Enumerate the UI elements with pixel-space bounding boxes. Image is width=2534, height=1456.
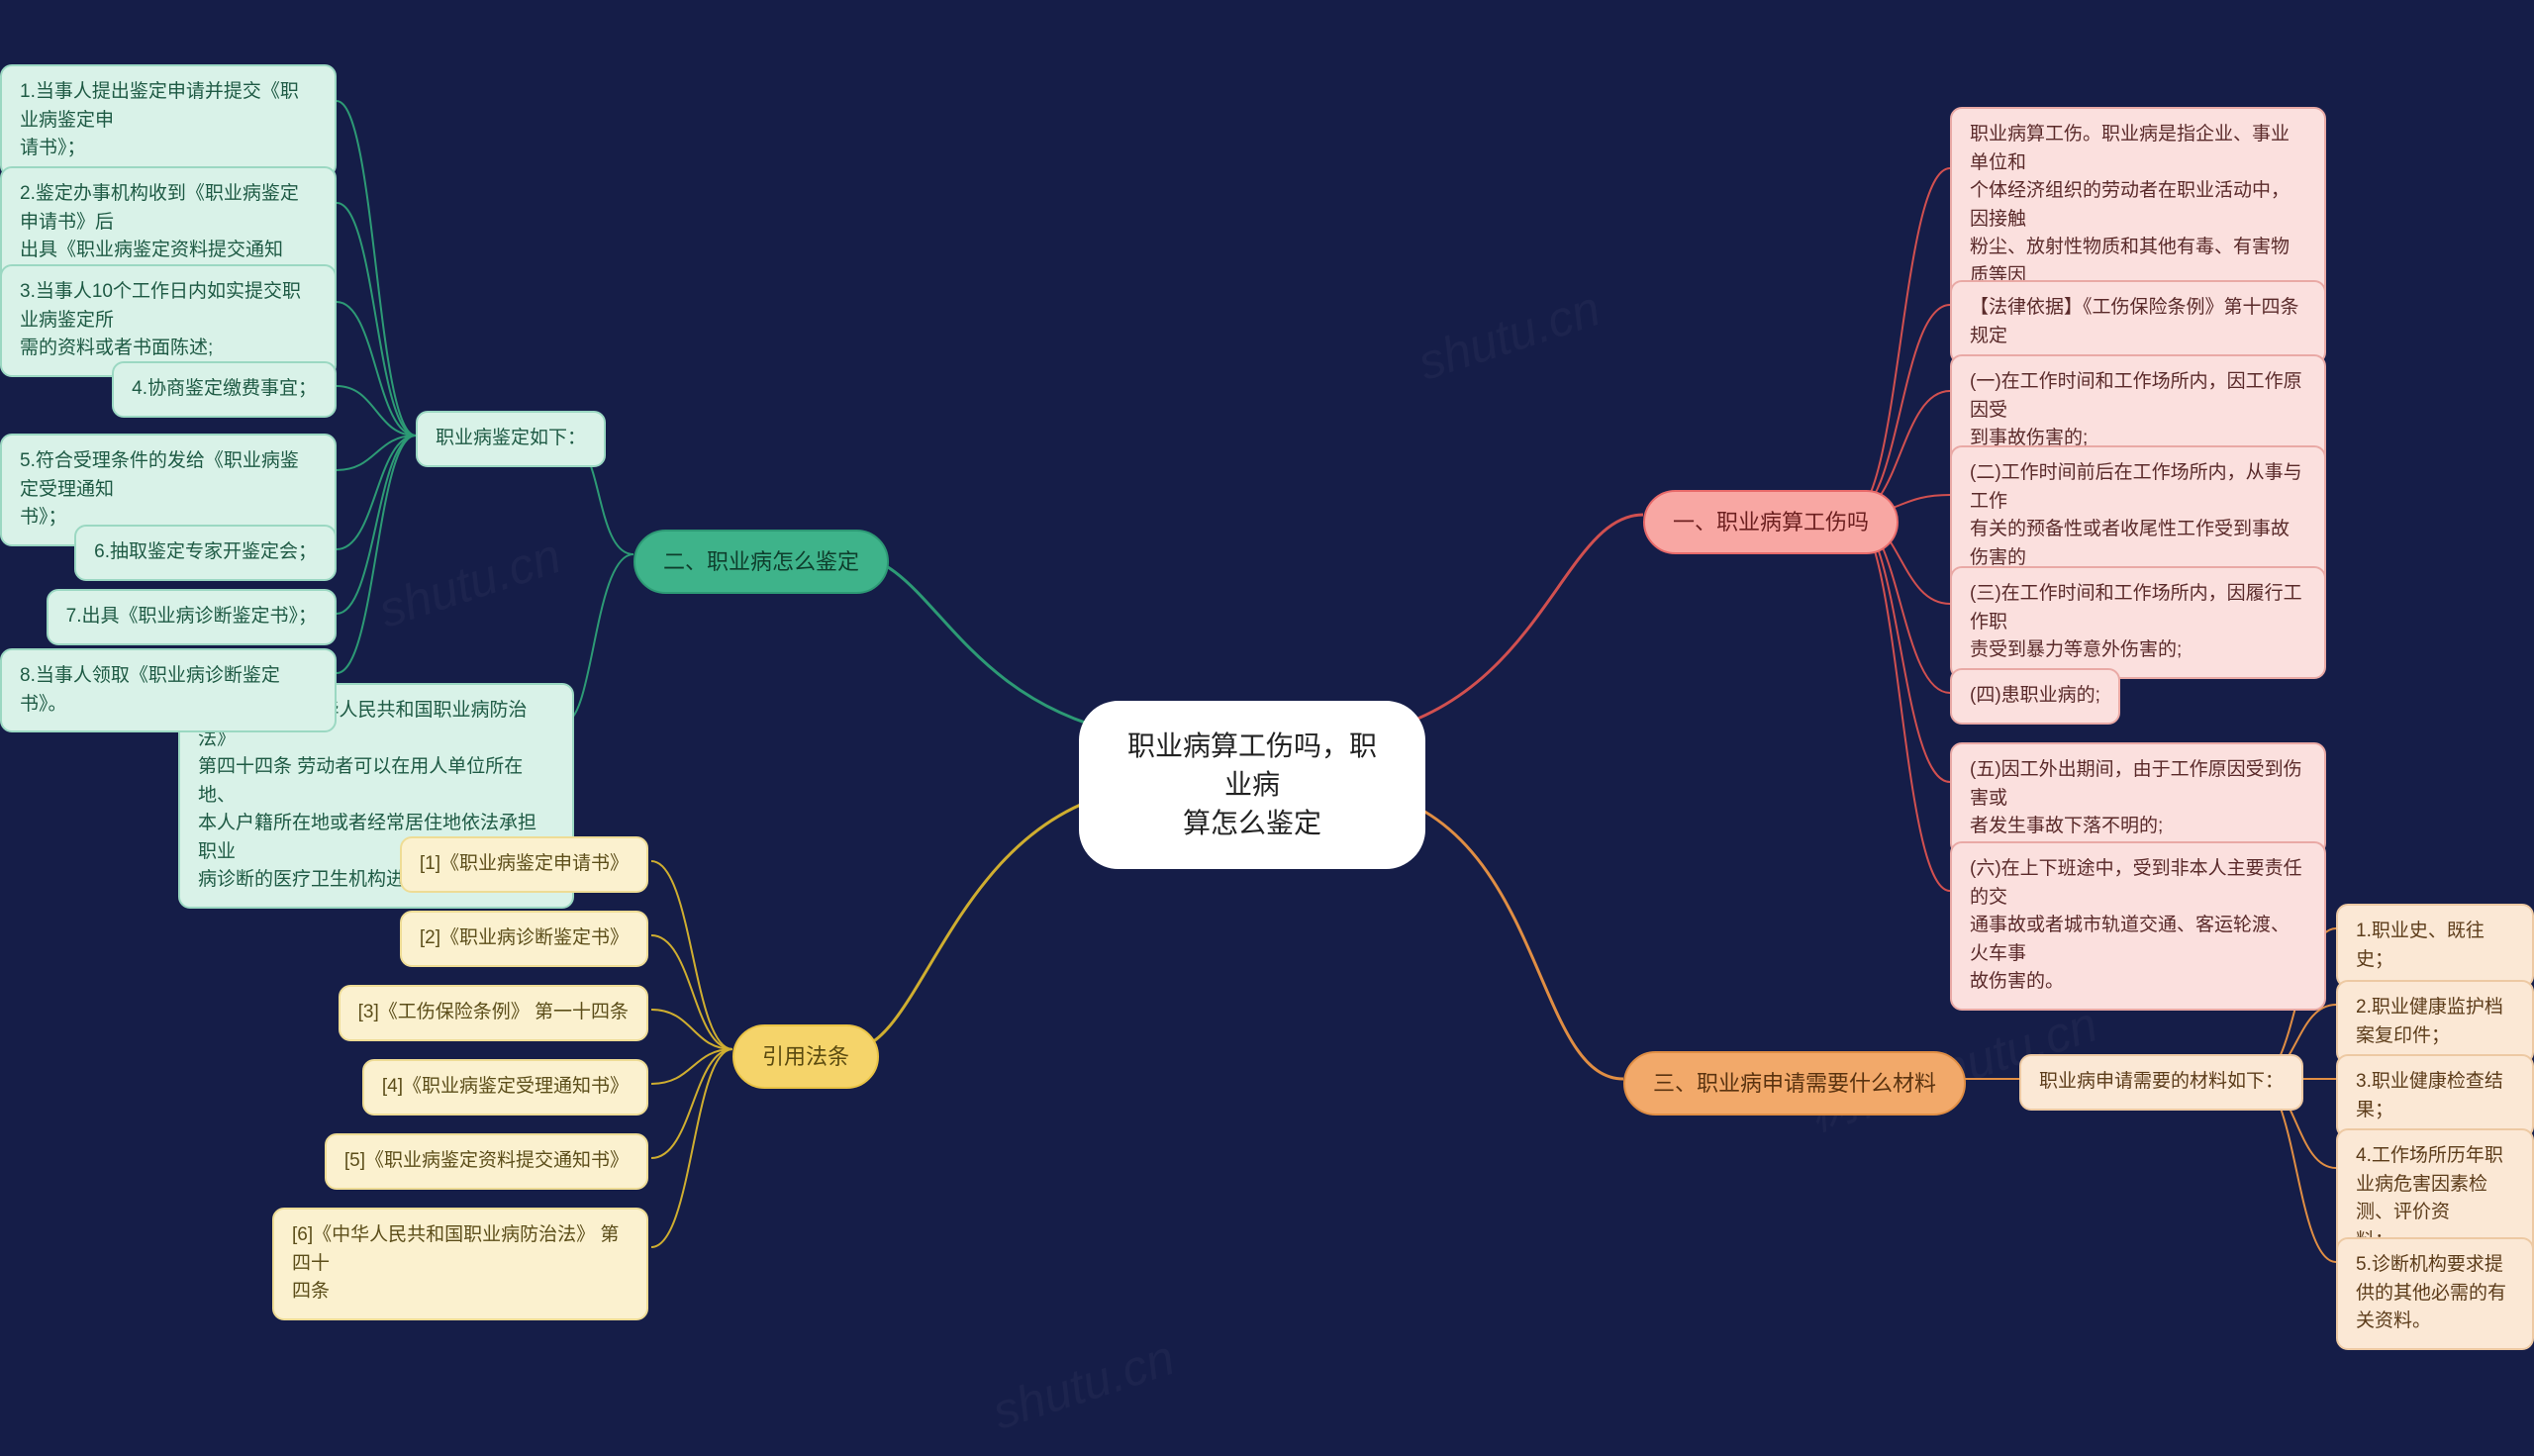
branch-2-leaf[interactable]: 7.出具《职业病诊断鉴定书》； [47,589,337,645]
branch-1-leaf[interactable]: (四)患职业病的; [1950,668,2120,725]
branch-3-leaf[interactable]: 5.诊断机构要求提供的其他必需的有关资料。 [2336,1237,2534,1350]
branch-2-leaf[interactable]: 8.当事人领取《职业病诊断鉴定书》。 [0,648,337,732]
branch-4-leaf[interactable]: [2]《职业病诊断鉴定书》 [400,911,648,967]
branch-2-leaf[interactable]: 6.抽取鉴定专家开鉴定会； [74,525,337,581]
branch-3-sub[interactable]: 职业病申请需要的材料如下： [2019,1054,2303,1111]
branch-2[interactable]: 二、职业病怎么鉴定 [634,530,889,594]
center-node[interactable]: 职业病算工伤吗，职业病算怎么鉴定 [1079,701,1425,869]
branch-1-leaf[interactable]: 【法律依据】《工伤保险条例》第十四条规定 [1950,280,2326,364]
branch-1-leaf[interactable]: (三)在工作时间和工作场所内，因履行工作职责受到暴力等意外伤害的; [1950,566,2326,679]
branch-1-leaf[interactable]: (五)因工外出期间，由于工作原因受到伤害或者发生事故下落不明的; [1950,742,2326,855]
branch-4-leaf[interactable]: [1]《职业病鉴定申请书》 [400,836,648,893]
branch-3-leaf[interactable]: 1.职业史、既往史； [2336,904,2534,988]
branch-3-leaf[interactable]: 2.职业健康监护档案复印件； [2336,980,2534,1064]
watermark: shutu.cn [372,527,568,639]
branch-1-leaf[interactable]: (六)在上下班途中，受到非本人主要责任的交通事故或者城市轨道交通、客运轮渡、火车… [1950,841,2326,1011]
branch-3-leaf[interactable]: 3.职业健康检查结果； [2336,1054,2534,1138]
branch-2-leaf[interactable]: 3.当事人10个工作日内如实提交职业病鉴定所需的资料或者书面陈述; [0,264,337,377]
branch-3[interactable]: 三、职业病申请需要什么材料 [1623,1051,1966,1116]
branch-4-leaf[interactable]: [3]《工伤保险条例》 第一十四条 [339,985,648,1041]
branch-4-leaf[interactable]: [5]《职业病鉴定资料提交通知书》 [325,1133,648,1190]
branch-4-leaf[interactable]: [4]《职业病鉴定受理通知书》 [362,1059,648,1116]
branch-2-leaf[interactable]: 4.协商鉴定缴费事宜； [112,361,337,418]
branch-2-leaf[interactable]: 1.当事人提出鉴定申请并提交《职业病鉴定申请书》； [0,64,337,177]
branch-4-leaf[interactable]: [6]《中华人民共和国职业病防治法》 第四十四条 [272,1208,648,1320]
branch-4[interactable]: 引用法条 [732,1024,879,1089]
watermark: shutu.cn [986,1328,1182,1441]
watermark: shutu.cn [1412,279,1608,392]
branch-2-sub[interactable]: 职业病鉴定如下： [416,411,606,467]
branch-1[interactable]: 一、职业病算工伤吗 [1643,490,1899,554]
